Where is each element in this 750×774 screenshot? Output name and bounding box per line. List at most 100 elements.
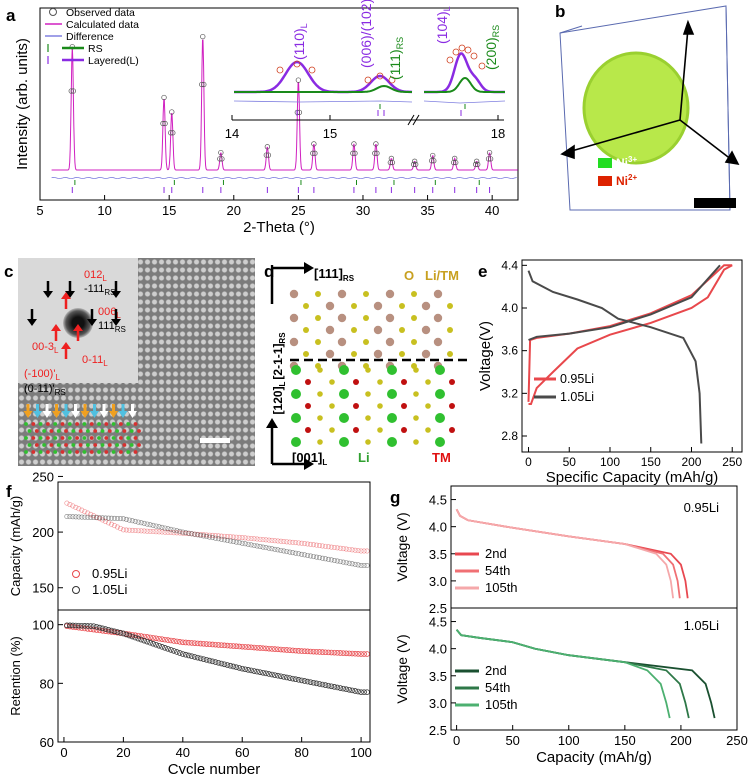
overlay-atom	[129, 443, 134, 447]
observed-point	[475, 161, 481, 168]
retention-point	[182, 639, 189, 646]
legend-swatch-ni3	[598, 158, 612, 168]
retention-point	[272, 672, 278, 678]
overlay-atom	[60, 436, 65, 440]
retention-point	[331, 684, 338, 690]
capacity-point	[123, 516, 129, 522]
retention-point	[275, 672, 281, 679]
retention-point	[343, 650, 350, 657]
observed-point	[201, 81, 207, 88]
axis-label-211RS: [2-1-1]RS	[271, 332, 287, 380]
retention-point	[266, 645, 272, 652]
overlay-atom	[75, 436, 79, 440]
overlay-atom	[46, 450, 50, 454]
cycle-profiles-chart: 0 50 100 150 200 2502.53.03.54.04.52.53.03.54…	[394, 485, 748, 766]
overlay-atom	[31, 422, 36, 426]
retention-point	[224, 662, 231, 668]
capacity-point	[171, 527, 177, 533]
panel-label-a: a	[6, 6, 16, 25]
capacity-point	[64, 514, 70, 520]
retention-point	[230, 663, 237, 670]
inset-difference	[233, 100, 413, 103]
legend-label: 54th	[485, 680, 510, 695]
overlay-atom	[67, 436, 72, 440]
capacity-point	[108, 515, 114, 521]
capacity-point	[281, 539, 287, 545]
capacity-point	[91, 515, 97, 521]
arrow-down-icon	[27, 319, 37, 326]
atom-lower	[387, 437, 397, 447]
retention-point	[331, 649, 338, 656]
annotation-006-102: (006)/(102)L	[358, 0, 376, 68]
inset-rs-fit	[234, 84, 412, 93]
overlay-arrow-down-icon	[99, 411, 109, 418]
atom-upper	[351, 303, 357, 309]
retention-point	[307, 648, 314, 655]
capacity-point	[328, 557, 334, 563]
retention-point	[301, 678, 308, 684]
atom-upper	[303, 351, 309, 357]
retention-point	[194, 640, 201, 647]
capacity-point	[126, 517, 132, 523]
capacity-point	[123, 527, 129, 533]
overlay-arrow-down-icon	[33, 411, 42, 418]
retention-point	[245, 667, 251, 673]
capacity-point	[135, 519, 141, 525]
capacity-point	[114, 524, 120, 530]
overlay-atom	[49, 443, 54, 447]
capacity-point	[120, 527, 126, 533]
observed-point	[485, 156, 492, 162]
retention-point	[141, 637, 147, 644]
overlay-atom	[86, 443, 90, 447]
y-tick-label: 3.5	[429, 547, 447, 562]
retention-point	[352, 650, 358, 657]
overlay-atom	[111, 436, 116, 440]
atom-lower	[317, 439, 323, 445]
retention-point	[337, 685, 344, 691]
legend-label: Difference	[66, 31, 114, 43]
retention-point	[227, 642, 234, 649]
overlay-atom	[49, 429, 54, 433]
overlay-atom	[126, 422, 131, 426]
capacity-point	[111, 523, 117, 529]
capacity-point	[239, 540, 245, 546]
voltage-capacity-chart: 0 50 100 150 200 250 2.8 3.2 3.6 4.0 4.4 Specific C…	[477, 258, 743, 486]
retention-point	[96, 624, 103, 631]
retention-point	[171, 638, 177, 644]
retention-point	[295, 648, 302, 654]
atom-upper	[325, 325, 335, 335]
atom-upper	[433, 289, 443, 299]
overlay-atom	[75, 422, 79, 426]
capacity-point	[79, 514, 85, 520]
retention-point	[78, 622, 85, 629]
atom-lower	[291, 389, 301, 399]
series-discharge-curve	[527, 270, 703, 444]
capacity-point	[322, 556, 328, 562]
observed-point	[264, 144, 271, 150]
observed-point	[218, 149, 224, 156]
overlay-arrow-down-icon	[71, 411, 80, 418]
overlay-atom	[122, 443, 127, 447]
panel-label-b: b	[555, 2, 566, 21]
capacity-point	[189, 531, 195, 537]
retention-point	[355, 651, 361, 657]
axis-label-001L: [001]L	[292, 450, 327, 467]
retention-point	[203, 641, 210, 647]
overlay-atom	[82, 422, 87, 426]
atom-lower	[449, 427, 455, 433]
observed-point	[453, 159, 459, 166]
atom-lower	[401, 403, 407, 409]
y-tick-label: 2.5	[429, 601, 447, 616]
capacity-point	[73, 504, 79, 510]
retention-point	[310, 648, 317, 655]
label-Li: Li	[358, 450, 370, 465]
overlay-atom	[137, 443, 141, 447]
observed-point	[373, 141, 379, 147]
arrow-down-icon	[65, 291, 75, 298]
retention-point	[102, 626, 109, 632]
atom-upper	[315, 315, 321, 321]
capacity-point	[70, 503, 76, 509]
legend-label: 2nd	[485, 663, 507, 678]
capacity-point	[67, 514, 73, 520]
retention-point	[310, 679, 317, 686]
